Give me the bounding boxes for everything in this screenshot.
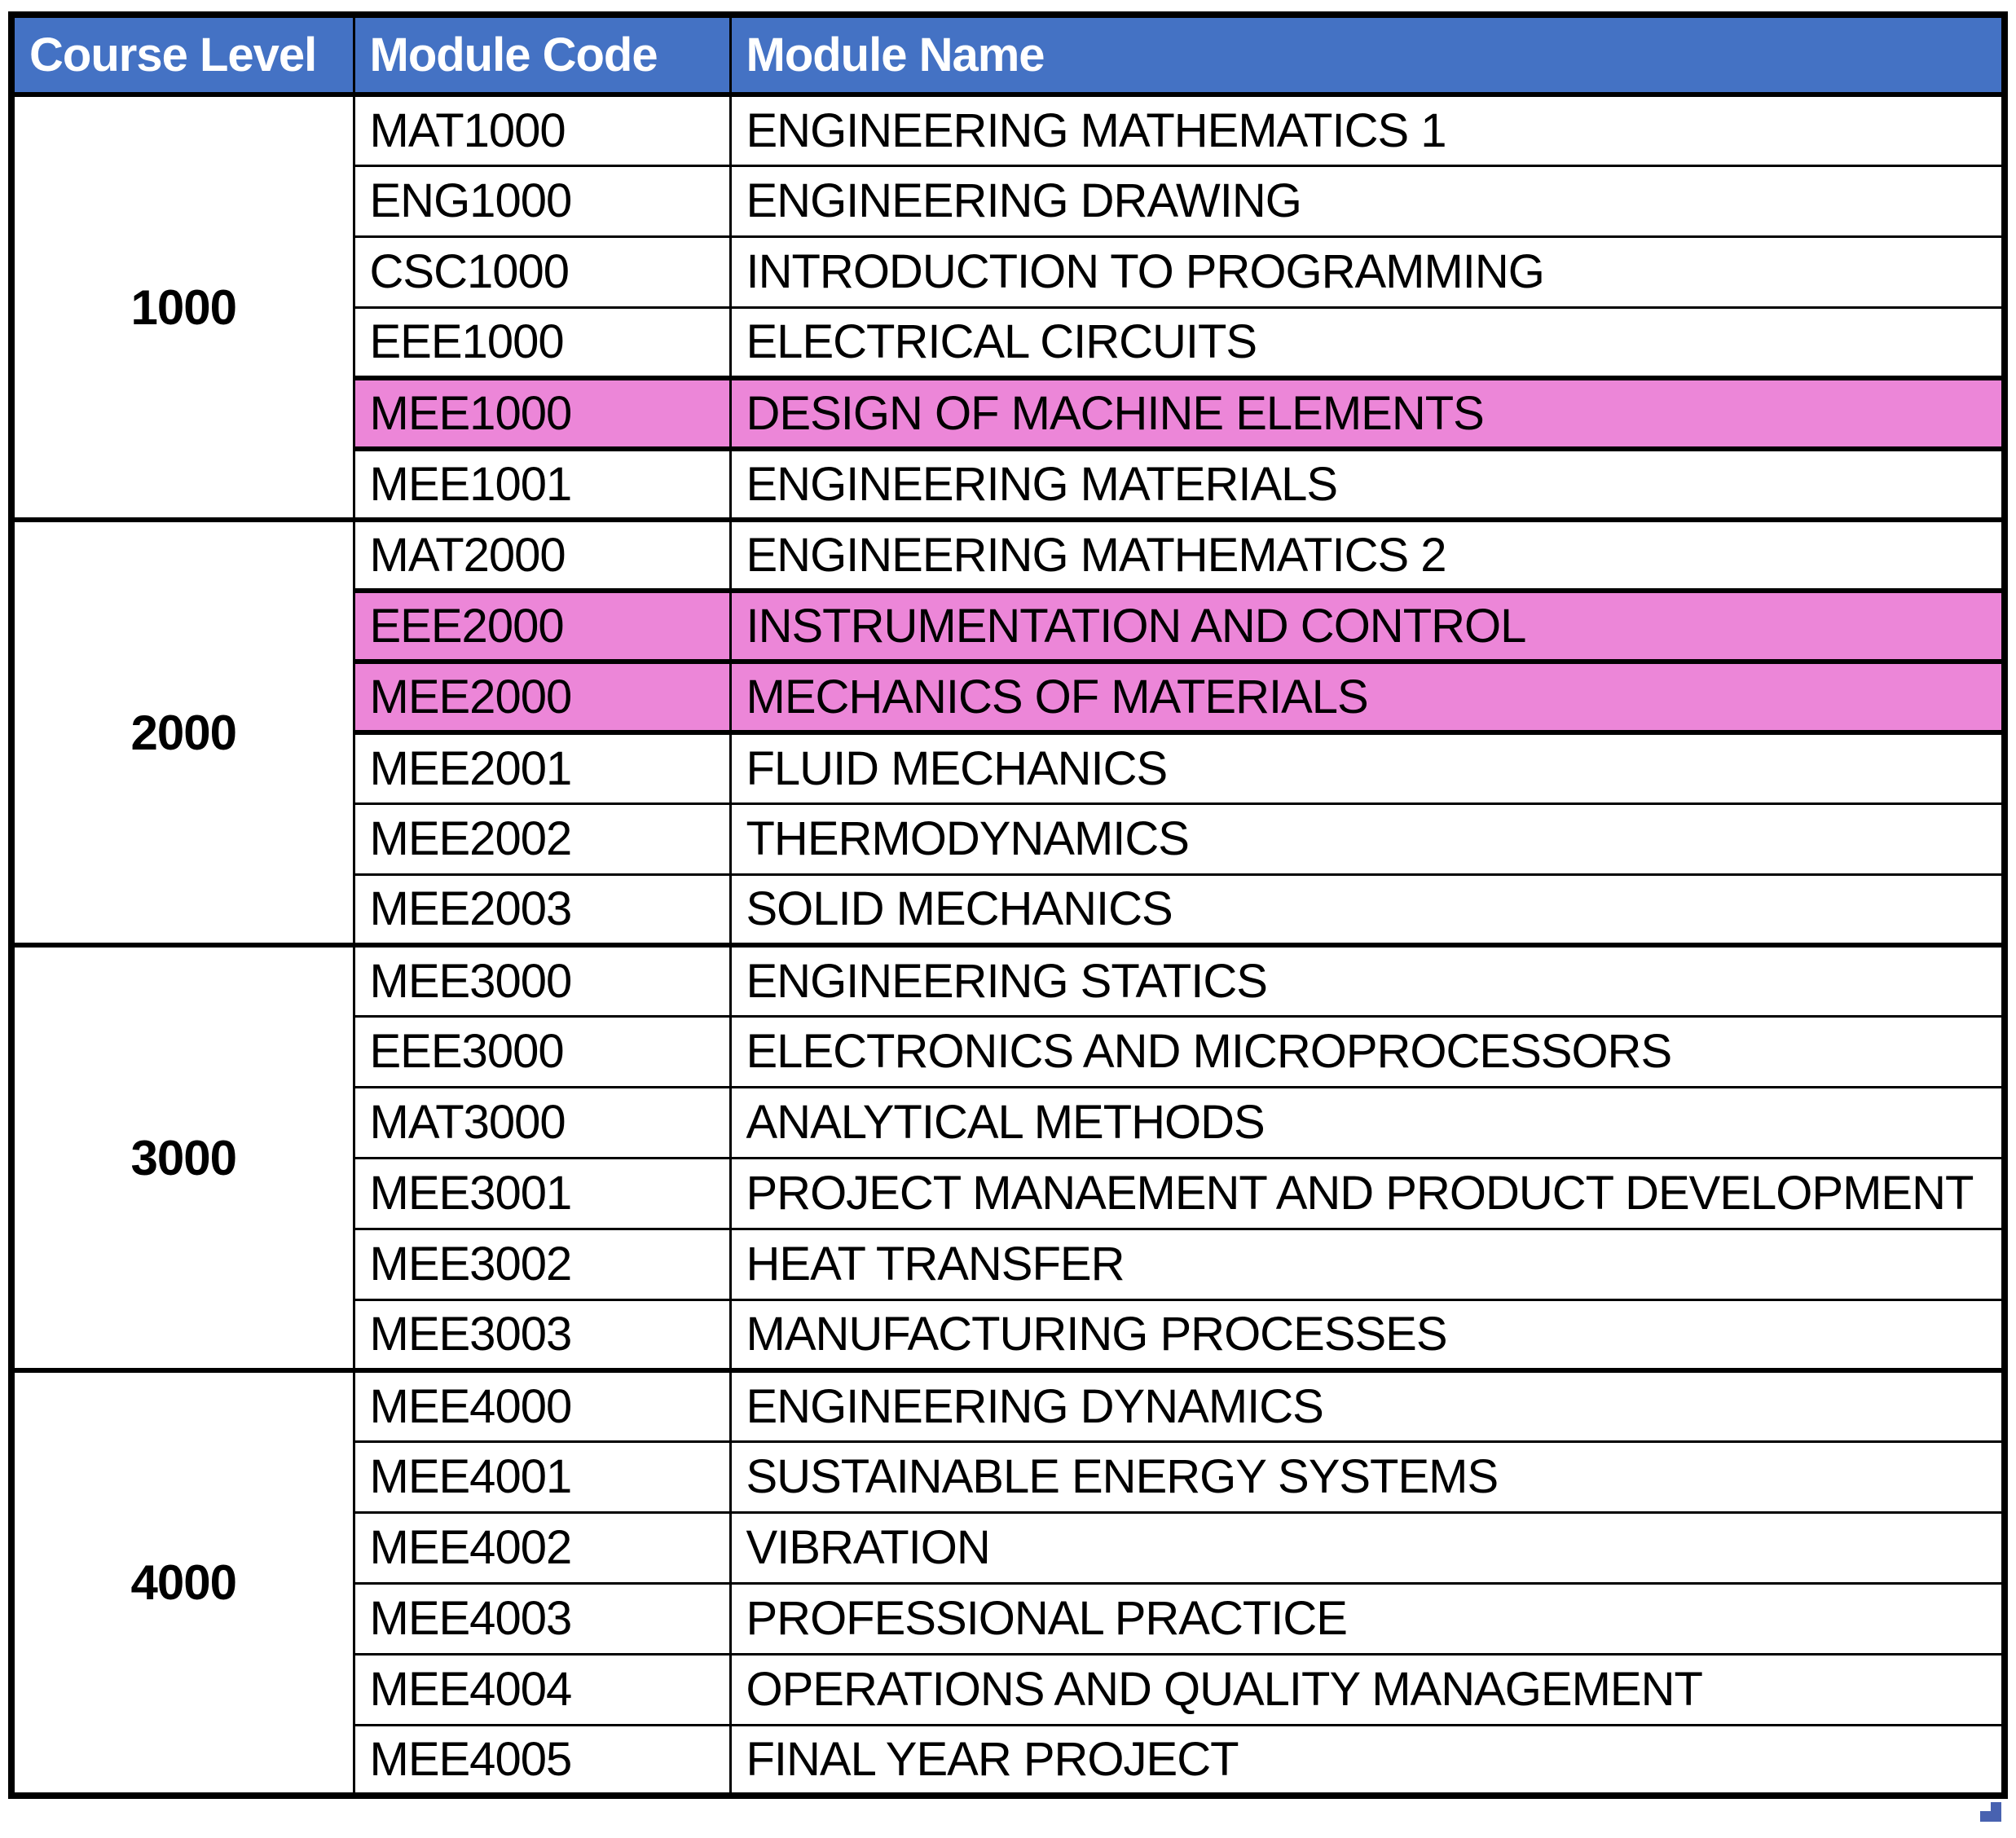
table-row: 3000 MEE3000 ENGINEERING STATICS — [10, 943, 2006, 1372]
table-row: MEE3002 HEAT TRANSFER — [11, 1227, 2006, 1301]
table-row: EEE3000 ELECTRONICS AND MICROPROCESSORS — [11, 1014, 2006, 1088]
module-name-cell[interactable]: ENGINEERING DYNAMICS — [728, 1368, 2006, 1443]
module-name-cell[interactable]: ENGINEERING MATHEMATICS 1 — [728, 92, 2006, 167]
module-code-cell[interactable]: MEE4003 — [352, 1581, 732, 1656]
module-code-cell[interactable]: EEE1000 — [352, 306, 732, 380]
table-row: MEE4005 FINAL YEAR PROJECT — [11, 1723, 2006, 1797]
module-code-cell[interactable]: MAT1000 — [352, 92, 732, 167]
fill-handle-icon[interactable] — [1980, 1802, 2001, 1822]
course-level-cell[interactable]: 2000 — [10, 517, 355, 947]
module-code-cell[interactable]: MEE2002 — [352, 802, 732, 876]
table-row: CSC1000 INTRODUCTION TO PROGRAMMING — [11, 235, 2006, 309]
table-row: ENG1000 ENGINEERING DRAWING — [11, 164, 2006, 238]
module-code-cell[interactable]: EEE3000 — [352, 1014, 732, 1088]
module-code-cell[interactable]: MEE2000 — [352, 659, 732, 735]
module-name-cell[interactable]: HEAT TRANSFER — [728, 1227, 2006, 1301]
module-code-cell[interactable]: ENG1000 — [352, 164, 732, 238]
module-name-cell[interactable]: SOLID MECHANICS — [728, 873, 2006, 947]
module-name-cell[interactable]: INSTRUMENTATION AND CONTROL — [728, 588, 2006, 664]
module-code-cell[interactable]: MEE3002 — [352, 1227, 732, 1301]
module-code-cell[interactable]: MEE3000 — [352, 943, 732, 1018]
course-level-cell[interactable]: 4000 — [10, 1368, 355, 1797]
module-name-cell[interactable]: OPERATIONS AND QUALITY MANAGEMENT — [728, 1652, 2006, 1726]
header-row: Course Level Module Code Module Name — [10, 13, 2006, 97]
table-row: MAT3000 ANALYTICAL METHODS — [11, 1085, 2006, 1159]
module-code-cell[interactable]: MEE3001 — [352, 1156, 732, 1230]
table-row: MEE4003 PROFESSIONAL PRACTICE — [11, 1581, 2006, 1656]
table-row: MEE4001 SUSTAINABLE ENERGY SYSTEMS — [11, 1440, 2006, 1514]
module-name-cell[interactable]: ENGINEERING MATHEMATICS 2 — [728, 517, 2006, 592]
module-name-cell[interactable]: FLUID MECHANICS — [728, 731, 2006, 805]
module-code-cell[interactable]: MEE4005 — [352, 1723, 732, 1797]
table-body: 1000 MAT1000 ENGINEERING MATHEMATICS 1 ENG1… — [10, 92, 2006, 1797]
table-row: 4000 MEE4000 ENGINEERING DYNAMICS — [10, 1368, 2006, 1797]
table-row: MEE2001 FLUID MECHANICS — [11, 731, 2006, 805]
module-name-cell[interactable]: MANUFACTURING PROCESSES — [728, 1298, 2006, 1372]
table-row: MEE3001 PROJECT MANAEMENT AND PRODUCT DEV… — [11, 1156, 2006, 1230]
module-name-cell[interactable]: THERMODYNAMICS — [728, 802, 2006, 876]
module-name-cell[interactable]: ANALYTICAL METHODS — [728, 1085, 2006, 1159]
module-code-cell[interactable]: MEE1001 — [352, 447, 732, 521]
module-code-cell[interactable]: MAT2000 — [352, 517, 732, 592]
module-code-cell[interactable]: MEE4004 — [352, 1652, 732, 1726]
table-row: MEE2003 SOLID MECHANICS — [11, 873, 2006, 947]
header-cell-module-name[interactable]: Module Name — [728, 13, 2006, 97]
module-code-cell[interactable]: MEE4000 — [352, 1368, 732, 1443]
table-row: MEE3003 MANUFACTURING PROCESSES — [11, 1298, 2006, 1372]
module-code-cell[interactable]: MAT3000 — [352, 1085, 732, 1159]
module-name-cell[interactable]: SUSTAINABLE ENERGY SYSTEMS — [728, 1440, 2006, 1514]
module-code-cell[interactable]: MEE4002 — [352, 1510, 732, 1585]
module-name-cell[interactable]: ENGINEERING STATICS — [728, 943, 2006, 1018]
module-name-cell[interactable]: PROFESSIONAL PRACTICE — [728, 1581, 2006, 1656]
module-code-cell[interactable]: MEE2003 — [352, 873, 732, 947]
table-row: MEE1001 ENGINEERING MATERIALS — [11, 447, 2006, 521]
module-name-cell[interactable]: VIBRATION — [728, 1510, 2006, 1585]
header-cell-module-code[interactable]: Module Code — [352, 13, 732, 97]
module-name-cell[interactable]: ENGINEERING DRAWING — [728, 164, 2006, 238]
module-code-cell[interactable]: EEE2000 — [352, 588, 732, 664]
module-name-cell[interactable]: FINAL YEAR PROJECT — [728, 1723, 2006, 1797]
module-name-cell[interactable]: MECHANICS OF MATERIALS — [728, 659, 2006, 735]
table-row: MEE1000 DESIGN OF MACHINE ELEMENTS — [11, 376, 2006, 451]
module-name-cell[interactable]: ENGINEERING MATERIALS — [728, 447, 2006, 521]
table-row: MEE4004 OPERATIONS AND QUALITY MANAGEMENT — [11, 1652, 2006, 1726]
course-level-cell[interactable]: 1000 — [10, 92, 355, 521]
module-code-cell[interactable]: CSC1000 — [352, 235, 732, 309]
module-name-cell[interactable]: ELECTRONICS AND MICROPROCESSORS — [728, 1014, 2006, 1088]
header-cell-course-level[interactable]: Course Level — [10, 13, 355, 97]
course-level-cell[interactable]: 3000 — [10, 943, 355, 1372]
module-name-cell[interactable]: PROJECT MANAEMENT AND PRODUCT DEVELOPMEN… — [728, 1156, 2006, 1230]
module-name-cell[interactable]: ELECTRICAL CIRCUITS — [728, 306, 2006, 380]
table-row: MEE2000 MECHANICS OF MATERIALS — [11, 659, 2006, 735]
course-table: Course Level Module Code Module Name 1000 M… — [8, 11, 2008, 1799]
table-row: MEE2002 THERMODYNAMICS — [11, 802, 2006, 876]
module-name-cell[interactable]: DESIGN OF MACHINE ELEMENTS — [728, 376, 2006, 451]
table-header: Course Level Module Code Module Name — [10, 13, 2006, 97]
table-row: MEE4002 VIBRATION — [11, 1510, 2006, 1585]
module-code-cell[interactable]: MEE4001 — [352, 1440, 732, 1514]
table-row: EEE2000 INSTRUMENTATION AND CONTROL — [11, 588, 2006, 664]
module-name-cell[interactable]: INTRODUCTION TO PROGRAMMING — [728, 235, 2006, 309]
table-row: 2000 MAT2000 ENGINEERING MATHEMATICS 2 — [10, 517, 2006, 947]
table-row: EEE1000 ELECTRICAL CIRCUITS — [11, 306, 2006, 380]
module-code-cell[interactable]: MEE1000 — [352, 376, 732, 451]
table-row: 1000 MAT1000 ENGINEERING MATHEMATICS 1 — [10, 92, 2006, 521]
module-code-cell[interactable]: MEE3003 — [352, 1298, 732, 1372]
module-code-cell[interactable]: MEE2001 — [352, 731, 732, 805]
